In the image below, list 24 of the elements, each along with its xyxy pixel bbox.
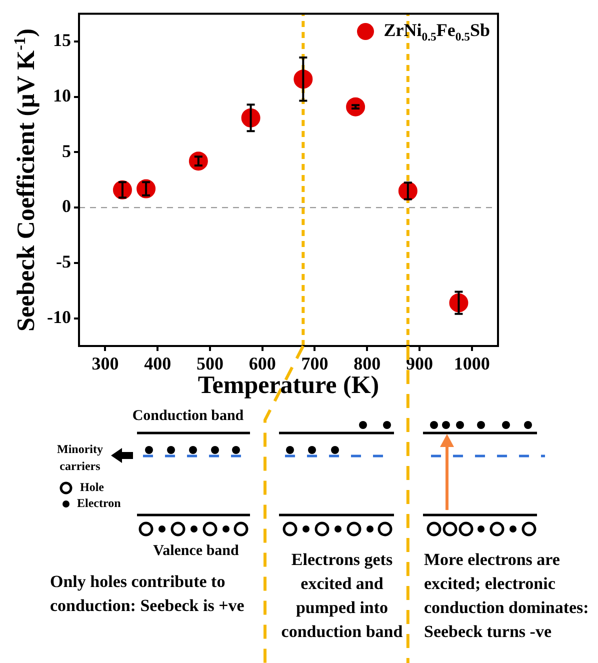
x-tick-label: 500 [196, 353, 224, 374]
x-tick-label: 1000 [454, 353, 490, 374]
y-tick-label: 5 [62, 140, 71, 161]
y-tick-label: -5 [56, 252, 71, 272]
x-tick-label: 700 [301, 353, 328, 374]
x-tick-label: 300 [92, 353, 119, 374]
x-tick-label: 600 [248, 353, 276, 374]
text: Electron [77, 496, 121, 511]
text: Minority carriers [56, 441, 104, 475]
text: Conduction band [132, 408, 244, 425]
y-tick-label: 10 [53, 86, 71, 106]
text: Electrons gets excited and pumped into conduction band [280, 549, 404, 643]
y-tick-label: 15 [53, 30, 71, 50]
x-tick-label: 900 [406, 353, 433, 374]
legend-label: ZrNi$_{0.5}$Fe$_{0.5}$Sb [384, 20, 490, 44]
y-tick-label: -10 [47, 306, 71, 327]
x-tick-label: 800 [354, 353, 381, 374]
y-tick-label: 0 [62, 196, 71, 216]
text: More electrons are excited; electronic conduction dominates: Seebeck turns -ve [424, 549, 590, 643]
text: Hole [80, 480, 104, 495]
text: Only holes contribute to conduction: Seebeck is +ve [50, 571, 246, 617]
x-tick-label: 400 [144, 353, 172, 374]
x-axis-title: Temperature (K) [198, 372, 380, 400]
text: Valence band [153, 543, 239, 560]
